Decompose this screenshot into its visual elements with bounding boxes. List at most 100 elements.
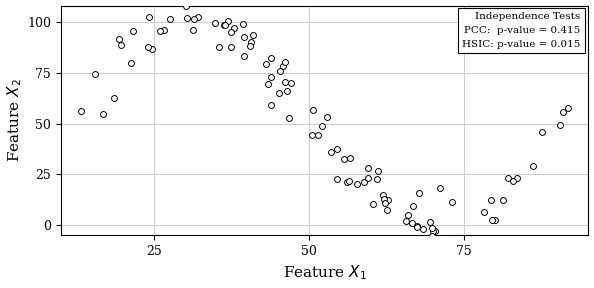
Point — [414, 236, 424, 240]
Point — [219, 22, 229, 27]
Point — [229, 25, 238, 30]
Point — [373, 169, 383, 174]
Point — [266, 75, 276, 79]
Point — [327, 150, 336, 154]
X-axis label: Feature $X_1$: Feature $X_1$ — [283, 264, 366, 283]
Point — [412, 225, 422, 230]
Point — [248, 33, 258, 38]
Point — [181, 4, 191, 8]
Point — [345, 156, 355, 160]
Point — [282, 89, 292, 94]
Point — [448, 235, 457, 240]
Point — [538, 130, 547, 134]
Point — [114, 37, 124, 41]
Point — [128, 28, 138, 33]
Point — [427, 233, 437, 238]
Point — [261, 62, 271, 67]
Point — [110, 96, 119, 101]
Point — [372, 176, 381, 181]
Y-axis label: Feature $X_2$: Feature $X_2$ — [5, 79, 24, 162]
Point — [189, 17, 199, 22]
Point — [359, 179, 369, 184]
Point — [280, 80, 289, 85]
Point — [116, 43, 125, 48]
Point — [318, 124, 327, 128]
Point — [339, 156, 349, 161]
Point — [77, 109, 86, 113]
Point — [227, 30, 236, 35]
Point — [246, 40, 255, 44]
Point — [126, 60, 135, 65]
Point — [563, 106, 572, 111]
Point — [322, 114, 331, 119]
Point — [479, 210, 488, 214]
Point — [364, 176, 373, 181]
Point — [419, 227, 428, 232]
Point — [528, 164, 538, 168]
Point — [368, 202, 377, 206]
Point — [508, 179, 517, 183]
Point — [435, 186, 444, 190]
Point — [267, 103, 276, 107]
Point — [428, 226, 437, 230]
Point — [308, 107, 318, 112]
Point — [165, 17, 175, 21]
Point — [426, 220, 435, 225]
Point — [144, 15, 154, 19]
Point — [412, 224, 422, 228]
Point — [512, 176, 522, 181]
Point — [490, 218, 500, 222]
Point — [279, 63, 288, 68]
Point — [499, 198, 508, 202]
Point — [239, 22, 248, 26]
Point — [384, 198, 393, 202]
Point — [428, 229, 438, 234]
Point — [266, 56, 276, 60]
Point — [503, 176, 513, 180]
Point — [314, 133, 323, 138]
Point — [307, 132, 317, 137]
Point — [382, 207, 391, 212]
Point — [407, 221, 416, 226]
Point — [403, 212, 413, 217]
Point — [284, 115, 293, 120]
Point — [431, 228, 440, 233]
Point — [98, 111, 108, 116]
Point — [342, 180, 352, 185]
Point — [223, 19, 233, 23]
Text: Independence Tests
PCC:  p-value = 0.415
HSIC: p-value = 0.015: Independence Tests PCC: p-value = 0.415 … — [462, 12, 580, 49]
Point — [193, 15, 203, 20]
Point — [286, 81, 296, 85]
Point — [156, 29, 165, 33]
Point — [182, 16, 191, 21]
Point — [333, 177, 342, 181]
Point — [239, 54, 248, 58]
Point — [447, 200, 457, 205]
Point — [333, 147, 342, 152]
Point — [263, 82, 273, 87]
Point — [226, 45, 235, 50]
Point — [555, 122, 565, 127]
Point — [214, 44, 224, 49]
Point — [210, 21, 220, 26]
Point — [220, 23, 229, 28]
Point — [558, 110, 567, 114]
Point — [486, 218, 496, 223]
Point — [159, 28, 169, 32]
Point — [401, 218, 410, 223]
Point — [239, 34, 248, 39]
Point — [280, 59, 290, 64]
Point — [363, 165, 372, 170]
Point — [245, 44, 255, 48]
Point — [380, 201, 390, 205]
Point — [274, 91, 284, 96]
Point — [144, 45, 153, 50]
Point — [90, 72, 100, 77]
Point — [353, 182, 362, 186]
Point — [344, 179, 353, 183]
Point — [378, 193, 388, 198]
Point — [379, 196, 388, 201]
Point — [409, 204, 418, 209]
Point — [276, 69, 285, 73]
Point — [188, 27, 198, 32]
